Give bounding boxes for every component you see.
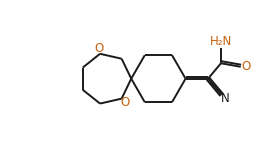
Text: H₂N: H₂N bbox=[210, 35, 232, 48]
Text: O: O bbox=[94, 42, 104, 55]
Text: O: O bbox=[241, 60, 251, 73]
Text: N: N bbox=[221, 93, 229, 105]
Text: O: O bbox=[120, 96, 129, 109]
